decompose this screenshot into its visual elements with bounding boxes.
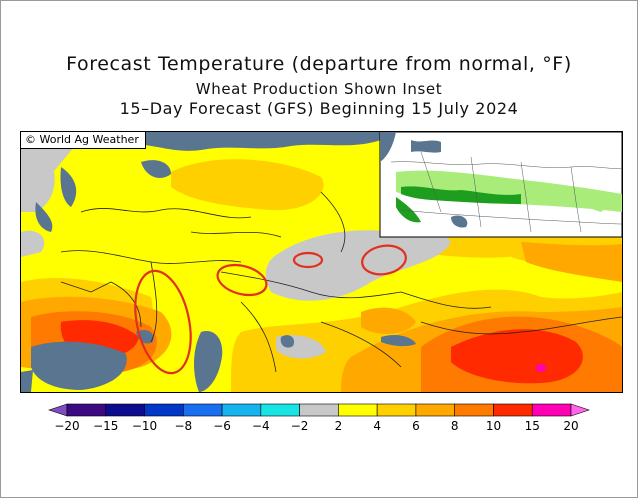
- legend-swatch: [338, 403, 378, 417]
- legend-swatch: [376, 403, 417, 417]
- legend-swatch: [299, 403, 339, 417]
- legend-swatch: [260, 403, 300, 417]
- highlight-urals: [292, 251, 324, 269]
- color-legend: −20 −15 −10 −8 −6 −4 −2 2 4 6 8 10 15 20: [45, 402, 593, 442]
- legend-tick-label: 8: [451, 419, 459, 433]
- legend-tick-label: 4: [373, 419, 381, 433]
- legend-swatch: [221, 403, 262, 417]
- temperature-departure-map: [20, 131, 623, 393]
- legend-swatch: [531, 403, 572, 417]
- legend-tick-label: 20: [563, 419, 578, 433]
- legend-tick-label: −6: [213, 419, 231, 433]
- anomaly-15-20-spot: [536, 364, 546, 372]
- legend-tick-label: −4: [252, 419, 270, 433]
- legend-swatch: [144, 403, 184, 417]
- legend-swatch: [105, 403, 145, 417]
- map-canvas: [21, 132, 622, 392]
- legend-swatch-above: [570, 403, 590, 417]
- highlight-circles: [134, 244, 407, 375]
- legend-tick-label: 6: [412, 419, 420, 433]
- legend-tick-label: −20: [54, 419, 79, 433]
- legend-tick-label: 15: [525, 419, 540, 433]
- legend-colorbar: −20 −15 −10 −8 −6 −4 −2 2 4 6 8 10 15 20: [48, 403, 590, 433]
- water-bodies: [21, 132, 416, 392]
- legend-tick-label: −15: [93, 419, 118, 433]
- legend-swatch: [454, 403, 494, 417]
- map-subtitle: Wheat Production Shown Inset: [195, 80, 443, 98]
- legend-tick-label: −2: [291, 419, 309, 433]
- legend-tick-label: 2: [335, 419, 343, 433]
- map-title: Forecast Temperature (departure from nor…: [66, 53, 572, 75]
- legend-tick-label: 10: [486, 419, 501, 433]
- copyright-label: © World Ag Weather: [21, 132, 146, 149]
- highlight-volga: [216, 263, 268, 297]
- legend-swatch: [66, 403, 107, 417]
- forecast-period: 15–Day Forecast (GFS) Beginning 15 July …: [119, 99, 519, 118]
- legend-tick-label: −10: [132, 419, 157, 433]
- highlight-kazakhstan-north: [361, 244, 407, 276]
- wheat-inset: [379, 132, 622, 238]
- legend-tick-label: −8: [174, 419, 192, 433]
- legend-swatch: [183, 403, 223, 417]
- highlight-ukraine-south-russia: [134, 269, 192, 375]
- legend-swatch: [493, 403, 533, 417]
- legend-swatch-below: [48, 403, 68, 417]
- legend-swatch: [415, 403, 455, 417]
- country-borders: [60, 191, 622, 373]
